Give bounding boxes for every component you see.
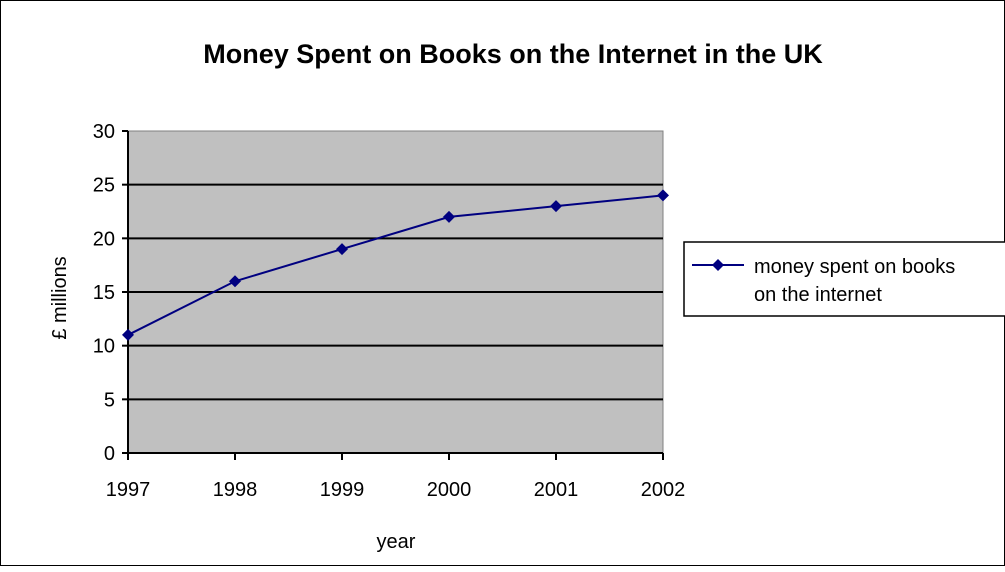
x-axis-label: year [377, 531, 416, 553]
legend-box [683, 241, 1005, 317]
x-tick-label: 1999 [320, 479, 365, 501]
data-point-marker [443, 210, 455, 223]
y-tick-label: 10 [93, 336, 115, 358]
data-point-marker [550, 200, 562, 213]
legend-marker-swatch [712, 259, 724, 271]
legend-label: money spent on books [754, 256, 955, 278]
data-point-marker [657, 189, 669, 202]
y-tick-label: 15 [93, 282, 115, 304]
x-tick-label: 2001 [534, 479, 579, 501]
x-tick-label: 2002 [641, 479, 686, 501]
data-point-marker [122, 328, 134, 341]
legend-label: on the internet [754, 284, 882, 306]
x-tick-label: 1998 [213, 479, 258, 501]
y-tick-label: 5 [104, 389, 115, 411]
y-tick-label: 0 [104, 443, 115, 465]
series-line [127, 194, 664, 336]
x-tick-label: 1997 [106, 479, 151, 501]
legend: money spent on books on the internet [683, 241, 1005, 317]
data-point-marker [336, 243, 348, 256]
y-tick-label: 30 [93, 121, 115, 143]
y-tick-label: 25 [93, 175, 115, 197]
chart-title: Money Spent on Books on the Internet in … [203, 39, 823, 69]
plot-area-group: 0 5 10 15 20 25 30 1997 1998 1999 2000 2001 2002 [93, 121, 686, 501]
y-axis-label: £ millions [49, 256, 71, 339]
y-tick-label: 20 [93, 228, 115, 250]
x-tick-label: 2000 [427, 479, 472, 501]
data-point-marker [229, 275, 241, 288]
